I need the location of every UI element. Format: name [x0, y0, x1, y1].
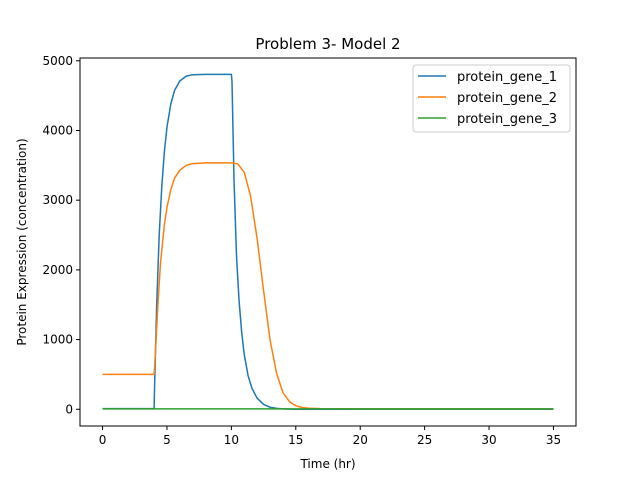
y-tick-label: 0: [65, 402, 73, 416]
legend-box: [412, 64, 571, 133]
legend: protein_gene_1 protein_gene_2 protein_gene…: [412, 64, 571, 133]
x-tick-label: 35: [546, 433, 561, 447]
x-tick-label: 30: [481, 433, 496, 447]
legend-label: protein_gene_2: [457, 91, 557, 106]
x-tick-label: 15: [288, 433, 303, 447]
x-tick-label: 5: [163, 433, 171, 447]
y-tick-label: 4000: [42, 123, 73, 137]
series-line-protein_gene_2: [102, 162, 554, 410]
legend-label: protein_gene_1: [457, 70, 557, 85]
x-axis-label: Time (hr): [299, 457, 355, 471]
legend-label: protein_gene_3: [457, 112, 557, 127]
chart-title: Problem 3- Model 2: [255, 35, 400, 53]
y-tick-label: 2000: [42, 263, 73, 277]
x-tick-label: 25: [417, 433, 432, 447]
y-tick-label: 3000: [42, 193, 73, 207]
y-tick-label: 5000: [42, 54, 73, 68]
x-tick-label: 10: [224, 433, 239, 447]
y-axis-label: Protein Expression (concentration): [15, 138, 29, 345]
plot-frame: [79, 57, 577, 427]
axis-ticks: 0 5 10 15 20 25 30 35 0 1000 2000 3000 4000 5000: [42, 54, 561, 447]
x-tick-label: 20: [353, 433, 368, 447]
series-lines: [102, 73, 554, 411]
y-tick-label: 1000: [42, 333, 73, 347]
x-tick-label: 0: [99, 433, 107, 447]
